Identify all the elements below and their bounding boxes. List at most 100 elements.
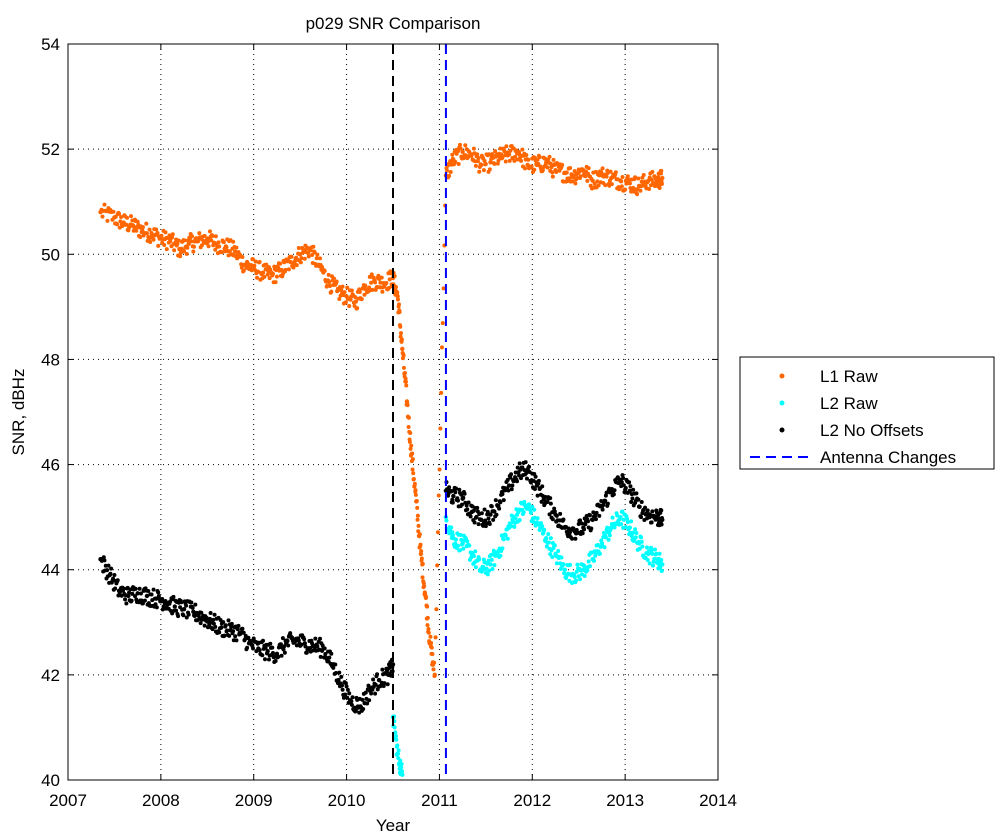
data-point — [278, 261, 283, 266]
data-point — [620, 509, 625, 514]
data-point — [286, 643, 291, 648]
data-point — [473, 549, 478, 554]
data-point — [181, 606, 187, 612]
data-point — [267, 276, 272, 281]
data-point — [437, 467, 442, 472]
data-point — [262, 274, 267, 279]
data-point — [479, 517, 484, 522]
data-point — [476, 155, 481, 160]
data-point — [282, 650, 287, 655]
data-point — [182, 238, 187, 243]
data-point — [572, 169, 577, 174]
data-point — [367, 698, 372, 703]
data-point — [439, 390, 444, 395]
data-point — [393, 285, 398, 290]
data-point — [413, 492, 418, 497]
data-point — [425, 623, 430, 628]
data-point — [401, 353, 406, 358]
data-point — [302, 256, 307, 261]
y-tick-label: 42 — [41, 666, 60, 685]
data-point — [312, 250, 317, 255]
data-point — [100, 214, 105, 219]
data-point — [156, 243, 161, 248]
data-point — [115, 222, 120, 227]
data-point — [450, 152, 455, 157]
series-l1-raw — [98, 142, 665, 679]
x-tick-label: 2011 — [421, 791, 458, 810]
data-point — [398, 331, 403, 336]
data-point — [412, 481, 417, 486]
data-point — [501, 537, 506, 542]
data-point — [171, 594, 176, 599]
legend: L1 Raw L2 Raw L2 No Offsets Antenna Changes — [739, 356, 995, 470]
data-point — [162, 242, 167, 247]
data-point — [413, 488, 418, 493]
data-point — [226, 618, 231, 623]
data-point — [568, 165, 573, 170]
data-point — [133, 586, 138, 591]
data-point — [515, 479, 520, 484]
data-point — [554, 169, 559, 174]
data-point — [485, 572, 490, 577]
data-point — [551, 157, 556, 162]
data-point — [660, 517, 665, 522]
data-point — [398, 324, 403, 329]
data-point — [503, 159, 508, 164]
data-point — [608, 169, 613, 174]
data-point — [580, 521, 585, 526]
data-point — [459, 492, 464, 497]
data-point — [629, 533, 634, 538]
data-point — [517, 461, 522, 466]
data-point — [373, 691, 378, 696]
data-point — [320, 265, 325, 270]
data-point — [329, 289, 334, 294]
data-point — [294, 263, 299, 268]
data-point — [540, 524, 545, 529]
data-point — [634, 491, 639, 496]
data-point — [521, 510, 526, 515]
data-point — [529, 164, 534, 169]
y-axis-label: SNR, dBHz — [9, 369, 28, 456]
data-point — [458, 533, 463, 538]
data-point — [513, 154, 518, 159]
data-point — [273, 658, 278, 663]
data-point — [360, 697, 365, 702]
data-point — [241, 630, 246, 635]
data-point — [508, 148, 513, 153]
data-point — [623, 525, 628, 530]
data-point — [365, 701, 370, 706]
data-point — [505, 477, 510, 482]
data-point — [492, 161, 497, 166]
data-point — [590, 178, 595, 183]
data-point — [289, 254, 294, 259]
data-point — [274, 274, 279, 279]
data-point — [652, 547, 657, 552]
data-point — [509, 487, 514, 492]
y-tick-label: 46 — [41, 456, 60, 475]
data-point — [600, 507, 605, 512]
data-point — [604, 174, 609, 179]
data-point — [640, 544, 645, 549]
data-point — [605, 525, 610, 530]
data-point — [361, 707, 366, 712]
data-point — [213, 234, 218, 239]
data-point — [425, 615, 430, 620]
data-point — [586, 519, 590, 524]
series-l2-no-offsets — [98, 460, 665, 715]
data-point — [550, 174, 555, 179]
data-point — [344, 684, 349, 689]
data-point — [345, 687, 350, 692]
data-point — [570, 179, 575, 184]
data-point — [199, 610, 204, 615]
data-point — [561, 517, 566, 522]
data-point — [472, 520, 477, 525]
data-point — [395, 743, 400, 748]
data-point — [151, 237, 156, 242]
data-point — [231, 629, 236, 634]
data-point — [544, 544, 549, 549]
data-point — [474, 514, 479, 519]
data-point — [302, 637, 307, 642]
data-point — [560, 162, 565, 167]
data-point — [420, 561, 425, 566]
